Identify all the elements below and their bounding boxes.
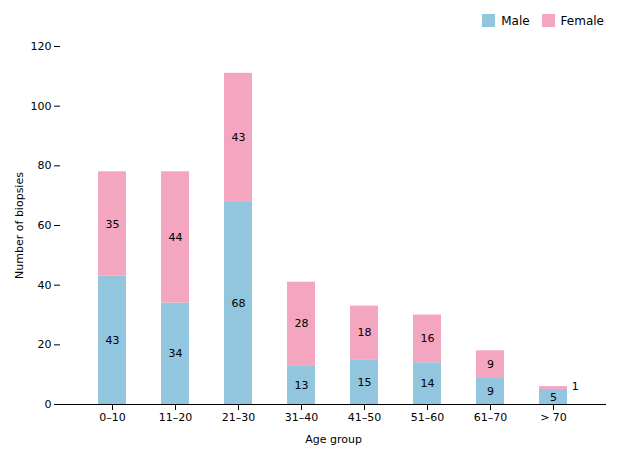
svg-text:14: 14 [421,377,435,390]
svg-text:> 70: > 70 [540,411,567,424]
svg-text:9: 9 [487,385,494,398]
svg-text:34: 34 [169,347,183,360]
html-text:Female: Female [560,13,604,28]
svg-text:44: 44 [169,231,183,244]
svg-text:40: 40 [38,279,52,292]
svg-text:0–10: 0–10 [99,411,126,424]
svg-text:9: 9 [487,358,494,371]
svg-text:Number of biopsies: Number of biopsies [13,172,26,279]
svg-text:51–60: 51–60 [411,411,445,424]
svg-text:100: 100 [31,100,52,113]
svg-text:60: 60 [38,219,52,232]
svg-text:18: 18 [358,326,372,339]
svg-text:43: 43 [106,334,120,347]
svg-text:35: 35 [106,218,120,231]
svg-text:61–70: 61–70 [474,411,508,424]
svg-text:80: 80 [38,159,52,172]
svg-text:28: 28 [295,317,309,330]
svg-text:31–40: 31–40 [285,411,319,424]
svg-text:20: 20 [38,338,52,351]
svg-text:11–20: 11–20 [159,411,193,424]
html-text:Male: Male [501,13,530,28]
svg-text:13: 13 [295,379,309,392]
svg-text:1: 1 [572,380,579,393]
svg-text:Age group: Age group [305,433,362,446]
svg-text:5: 5 [550,391,557,404]
svg-text:21–30: 21–30 [222,411,256,424]
svg-text:43: 43 [232,131,246,144]
svg-text:15: 15 [358,376,372,389]
svg-text:0: 0 [45,398,52,411]
svg-text:120: 120 [31,40,52,53]
svg-text:41–50: 41–50 [348,411,382,424]
svg-text:68: 68 [232,297,246,310]
svg-text:16: 16 [421,332,435,345]
